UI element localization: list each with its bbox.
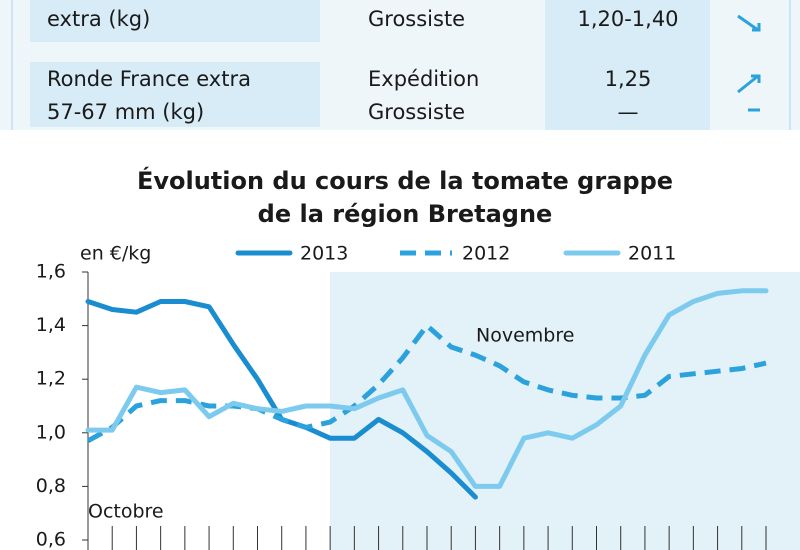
cell-bg bbox=[30, 0, 320, 42]
arrow-down bbox=[737, 14, 761, 32]
november-bg bbox=[330, 272, 800, 550]
table-cell: Expédition bbox=[368, 67, 479, 91]
arrow-up bbox=[737, 74, 761, 94]
legend-label: 2011 bbox=[628, 243, 676, 265]
table-cell: Grossiste bbox=[368, 7, 465, 31]
cell-bg bbox=[30, 62, 320, 127]
table-cell: 1,20-1,40 bbox=[577, 7, 678, 31]
annotation: Octobre bbox=[88, 501, 164, 523]
table-cell: extra (kg) bbox=[47, 7, 150, 31]
table-cell: 57-67 mm (kg) bbox=[47, 100, 204, 124]
y-tick-label: 0,6 bbox=[36, 529, 66, 550]
annotation: Novembre bbox=[476, 325, 574, 347]
table-cell: 1,25 bbox=[605, 67, 652, 91]
y-axis-label: en €/kg bbox=[80, 243, 151, 265]
table-cell: Ronde France extra bbox=[47, 67, 251, 91]
y-tick-label: 1,6 bbox=[36, 261, 66, 283]
cell-bg bbox=[545, 0, 710, 130]
chart-title: Évolution du cours de la tomate grappe bbox=[137, 166, 673, 195]
y-tick-label: 0,8 bbox=[36, 475, 66, 497]
chart-title: de la région Bretagne bbox=[258, 200, 553, 228]
legend-label: 2012 bbox=[462, 243, 510, 265]
table-cell: — bbox=[618, 100, 639, 124]
series-line bbox=[85, 288, 769, 489]
y-tick-label: 1,4 bbox=[36, 314, 66, 336]
y-tick-label: 1,2 bbox=[36, 368, 66, 390]
y-tick-label: 1,0 bbox=[36, 421, 66, 443]
table-cell: Grossiste bbox=[368, 100, 465, 124]
legend-label: 2013 bbox=[300, 243, 348, 265]
